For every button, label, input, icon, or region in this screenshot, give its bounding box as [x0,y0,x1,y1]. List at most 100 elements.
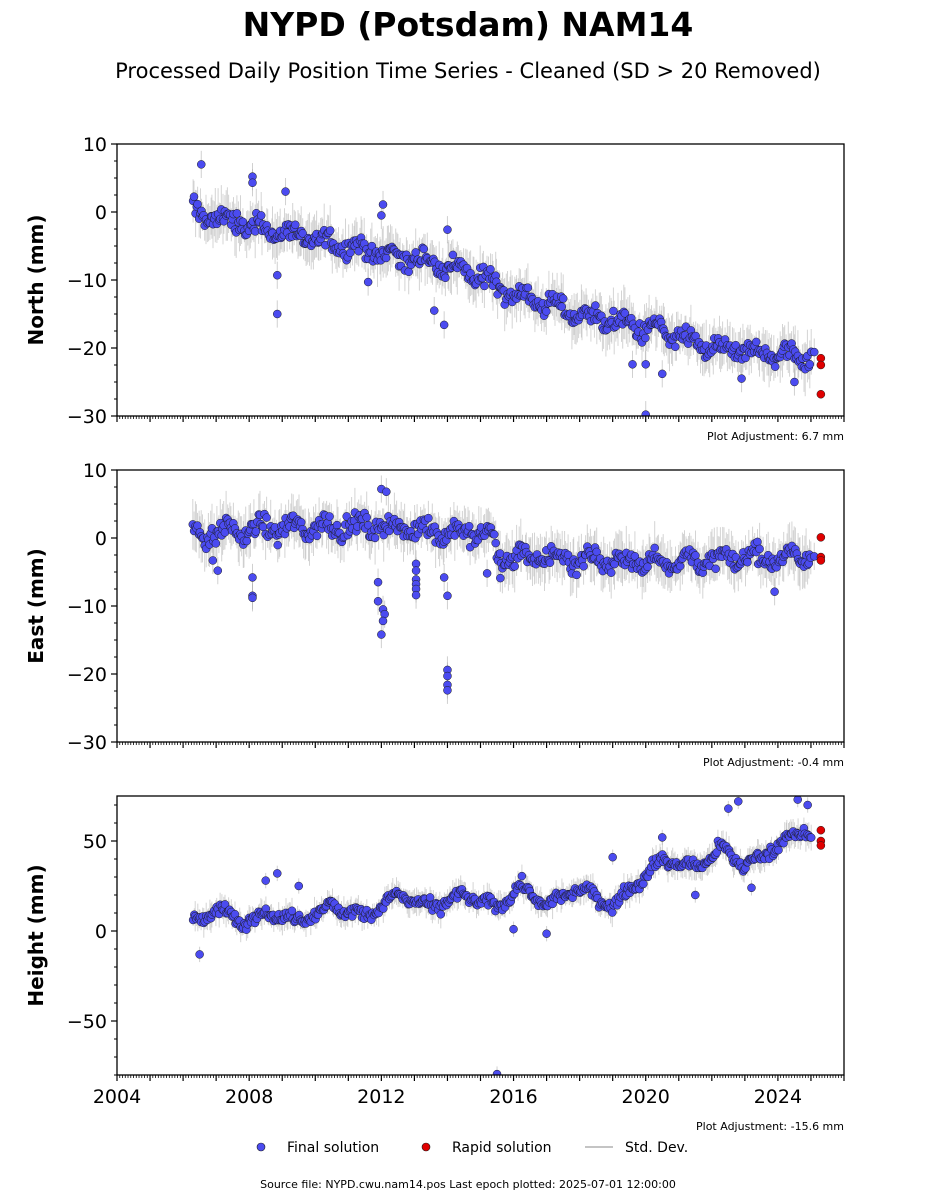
y-tick-label: −30 [67,406,107,428]
final-point [258,522,268,532]
source-note: Source file: NYPD.cwu.nam14.pos Last epo… [260,1178,676,1191]
final-solution-points [188,160,819,416]
y-axis-label: North (mm) [24,214,48,345]
final-point [448,250,458,260]
chart-subtitle: Processed Daily Position Time Series - C… [115,59,821,83]
final-point-outlier [628,360,637,369]
rapid-solution-points [816,353,826,399]
final-point-outlier [608,852,617,862]
final-point-outlier [273,869,282,878]
final-point-outlier [542,929,551,938]
final-point-outlier [691,890,700,900]
legend-final-label: Final solution [287,1140,379,1156]
y-tick-label: −20 [67,664,107,686]
final-point-outlier [443,591,452,601]
final-point-outlier [439,573,449,582]
final-point [287,906,297,916]
final-point-outlier [248,573,257,582]
final-point [572,570,581,580]
final-point [591,301,600,310]
final-point [523,283,533,292]
rapid-point [816,360,826,370]
final-point [643,562,652,572]
final-point [731,340,740,350]
final-point [441,273,450,283]
plot-adjustment-note: Plot Adjustment: -0.4 mm [703,756,844,769]
y-axis-label: Height (mm) [24,864,48,1006]
final-point-outlier [439,320,449,330]
final-point [620,309,630,318]
final-point-outlier [363,277,373,287]
final-point [542,307,551,316]
final-point-outlier [482,569,492,578]
final-point-outlier [770,587,779,596]
x-tick-label: 2020 [622,1086,670,1108]
final-point-outlier [208,556,218,565]
final-point [189,192,199,201]
chart-title: NYPD (Potsdam) NAM14 [243,5,694,44]
final-point [491,538,500,548]
final-point [424,513,433,523]
plot-frame [116,795,845,1076]
final-point [751,337,761,347]
rapid-point [816,389,826,399]
plot-area [188,796,826,1075]
final-point [220,900,230,909]
final-point-outlier [658,369,667,379]
final-point [510,562,519,571]
y-tick-label: 50 [83,831,107,853]
final-point [425,893,435,902]
final-point [193,199,202,209]
plot-area [188,150,826,416]
rapid-solution-points [816,533,826,565]
final-point [238,217,248,227]
final-point-outlier [443,225,452,234]
legend-rapid-marker [421,1142,431,1152]
final-point-outlier [509,924,518,934]
final-point [770,362,780,371]
final-point-outlier [747,883,756,893]
final-point-outlier [377,211,386,220]
final-point-outlier [737,374,746,383]
final-point-outlier [724,804,733,813]
final-solution-points [188,796,816,1075]
y-axis-label: East (mm) [24,548,48,664]
final-point [480,281,489,291]
legend-rapid-label: Rapid solution [452,1140,552,1156]
legend: Final solution Rapid solution Std. Dev. [256,1140,688,1156]
std-dev-bars [192,475,815,704]
final-point [711,564,720,574]
plot-area [188,475,826,704]
final-point [650,543,659,553]
final-point-outlier [641,410,650,416]
final-point-outlier [294,881,303,891]
final-point-outlier [496,573,505,583]
y-tick-label: −50 [67,1011,107,1033]
final-point [639,879,648,889]
final-solution-points [188,484,819,695]
final-point-outlier [443,686,452,695]
final-point [332,520,342,530]
final-point [464,521,474,531]
final-point [743,557,752,567]
final-point [609,306,618,316]
y-tick-label: 0 [95,528,107,550]
plot-adjustment-note: Plot Adjustment: -15.6 mm [696,1120,844,1133]
final-point-outlier [492,1069,502,1075]
final-point [381,253,391,263]
final-point [346,248,355,257]
x-tick-label: 2024 [754,1086,802,1108]
final-point [579,562,588,571]
final-point [262,513,271,522]
final-point [296,518,306,527]
rapid-point [816,556,826,565]
std-dev-bars [192,796,812,1075]
final-point-outlier [803,800,812,810]
final-point [273,540,282,550]
final-point [490,530,499,539]
final-point-outlier [377,630,386,639]
final-point [691,551,700,560]
rapid-point [816,533,826,542]
x-tick-label: 2004 [93,1086,141,1108]
final-point-outlier [273,309,282,319]
